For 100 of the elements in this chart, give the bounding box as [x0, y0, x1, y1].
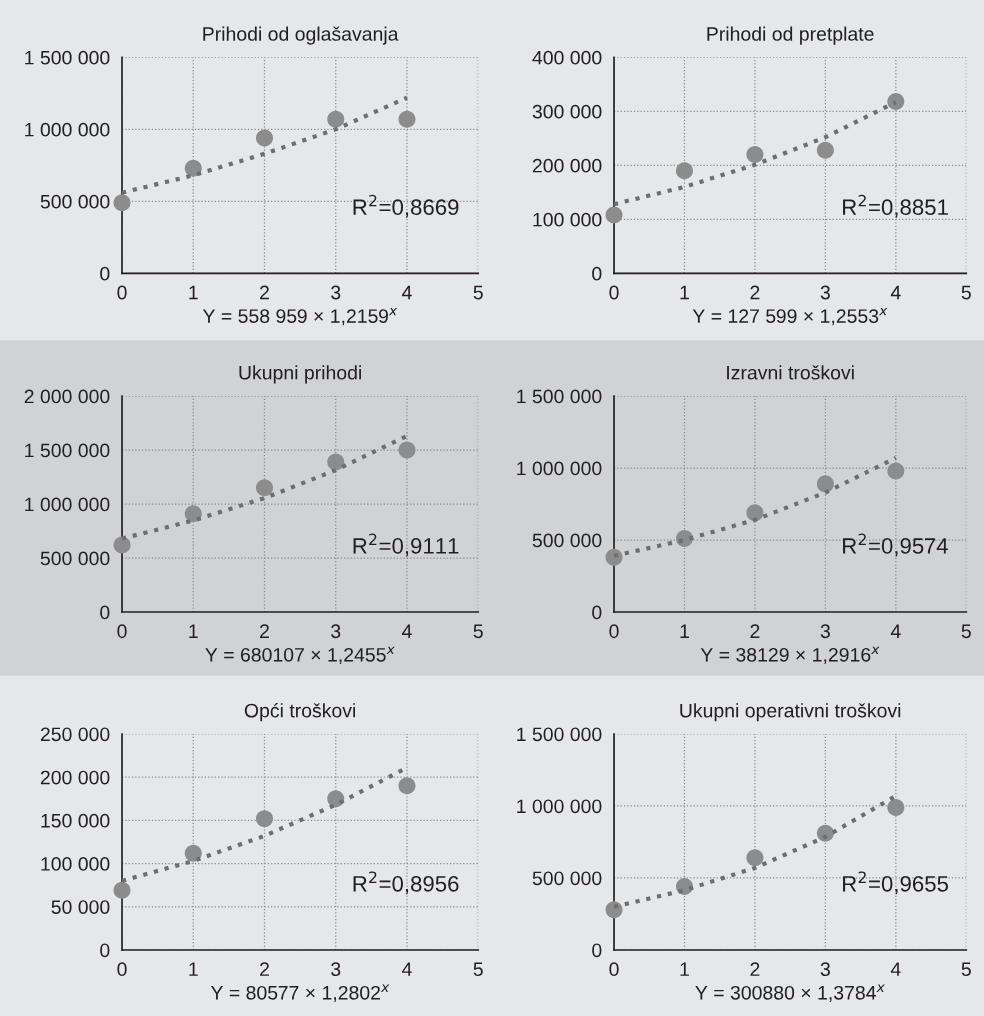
point — [605, 206, 623, 224]
annotation: R$^{2}$=0,8669 — [353, 194, 459, 218]
y-tick-label: 150 000 — [41, 813, 110, 828]
y-tick-label: 1 000 000 — [25, 497, 110, 512]
x-tick-label: 3 — [331, 962, 341, 977]
y-tick-label: 1 000 000 — [517, 461, 602, 476]
y-tick-label: 0 — [100, 943, 110, 958]
x-tick-label: 3 — [820, 624, 830, 639]
x-axis-title: Y = 80577 × 1,2802$^{x}$ — [210, 984, 390, 1002]
chart-title: Izravni troškovi — [727, 365, 854, 380]
x-axis-title: Y = 680107 × 1,2455$^{x}$ — [205, 646, 395, 665]
x-tick-label: 2 — [750, 624, 760, 638]
y-tick-label: 1 500 000 — [517, 389, 602, 404]
x-tick-label: 5 — [473, 962, 483, 977]
x-axis-title: Y = 127 599 × 1,2553$^{x}$ — [692, 307, 888, 326]
x-axis-title: Y = 300880 × 1,3784$^{x}$ — [695, 984, 885, 1002]
x-tick-label: 2 — [260, 624, 269, 638]
point — [887, 93, 905, 111]
x-tick-label: 4 — [890, 624, 901, 638]
x-tick-label: 1 — [680, 285, 689, 300]
x-tick-label: 3 — [331, 285, 341, 300]
chart-title: Prihodi od pretplate — [707, 26, 874, 45]
point — [398, 777, 416, 795]
annotation: R$^{2}$=0,9655 — [843, 871, 949, 895]
x-tick-label: 5 — [473, 285, 483, 300]
x-tick-label: 5 — [473, 624, 483, 639]
x-tick-label: 4 — [402, 285, 412, 300]
x-tick-label: 3 — [820, 285, 830, 300]
point — [327, 453, 345, 471]
annotation: R$^{2}$=0,8956 — [353, 871, 459, 895]
y-tick-label: 50 000 — [51, 900, 110, 914]
x-axis-title: Y = 558 959 × 1,2159$^{x}$ — [202, 307, 398, 326]
point — [398, 441, 416, 459]
y-tick-label: 200 000 — [532, 158, 602, 173]
x-tick-label: 2 — [750, 285, 760, 300]
y-tick-label: 500 000 — [532, 533, 602, 548]
x-tick-label: 4 — [402, 962, 412, 976]
x-tick-label: 4 — [890, 285, 901, 300]
x-tick-label: 2 — [750, 962, 760, 976]
y-tick-label: 400 000 — [532, 50, 602, 65]
x-tick-label: 1 — [189, 285, 198, 300]
x-tick-label: 1 — [680, 624, 689, 638]
chart-title: Ukupni prihodi — [239, 365, 361, 384]
x-tick-label: 0 — [609, 624, 619, 639]
point — [816, 141, 834, 159]
chart-title: Ukupni operativni troškovi — [680, 703, 901, 722]
point — [184, 505, 202, 523]
point — [184, 159, 202, 177]
y-tick-label: 100 000 — [533, 212, 602, 227]
y-tick-label: 250 000 — [40, 727, 110, 742]
point — [746, 849, 764, 867]
y-tick-label: 0 — [100, 266, 110, 281]
x-tick-label: 5 — [961, 962, 971, 977]
y-tick-label: 2 000 000 — [24, 389, 110, 404]
x-axis-title: Y = 38129 × 1,2916$^{x}$ — [700, 646, 880, 665]
point — [675, 162, 693, 180]
y-tick-label: 0 — [592, 266, 602, 281]
y-tick-label: 0 — [592, 943, 602, 958]
x-tick-label: 3 — [331, 624, 341, 639]
point — [184, 844, 202, 862]
y-tick-label: 500 000 — [532, 871, 602, 886]
y-tick-label: 0 — [592, 605, 602, 620]
x-tick-label: 5 — [961, 624, 971, 639]
x-tick-label: 1 — [189, 624, 198, 638]
x-tick-label: 1 — [189, 962, 198, 976]
x-tick-label: 2 — [260, 962, 269, 976]
point — [113, 881, 131, 899]
y-tick-label: 500 000 — [40, 551, 110, 566]
point — [327, 110, 345, 128]
y-tick-label: 0 — [100, 605, 110, 620]
x-tick-label: 2 — [260, 285, 269, 300]
point — [255, 129, 273, 147]
chart-title: Prihodi od oglašavanja — [203, 26, 399, 45]
y-tick-label: 1 000 000 — [25, 122, 110, 137]
x-tick-label: 0 — [117, 285, 127, 300]
point — [746, 504, 764, 522]
annotation: R$^{2}$=0,9111 — [353, 533, 459, 557]
y-tick-label: 1 500 000 — [25, 443, 110, 458]
point — [887, 798, 905, 816]
x-tick-label: 4 — [402, 624, 412, 638]
y-tick-label: 500 000 — [40, 194, 110, 209]
x-tick-label: 3 — [820, 962, 830, 977]
chart-title: Opći troškovi — [244, 702, 355, 722]
x-tick-label: 5 — [961, 285, 971, 300]
y-tick-label: 1 500 000 — [25, 50, 110, 65]
x-tick-label: 0 — [609, 285, 619, 300]
point — [398, 110, 416, 128]
point — [887, 462, 905, 480]
point — [255, 479, 273, 497]
x-tick-label: 0 — [609, 962, 619, 977]
x-tick-label: 1 — [680, 962, 689, 976]
y-tick-label: 300 000 — [532, 104, 602, 119]
x-tick-label: 0 — [117, 962, 127, 977]
x-tick-label: 4 — [890, 962, 901, 976]
point — [255, 810, 273, 828]
y-tick-label: 100 000 — [41, 857, 110, 871]
annotation: R$^{2}$=0,9574 — [843, 533, 948, 557]
y-tick-label: 200 000 — [40, 770, 110, 785]
point — [746, 146, 764, 164]
y-tick-label: 1 000 000 — [517, 799, 602, 814]
